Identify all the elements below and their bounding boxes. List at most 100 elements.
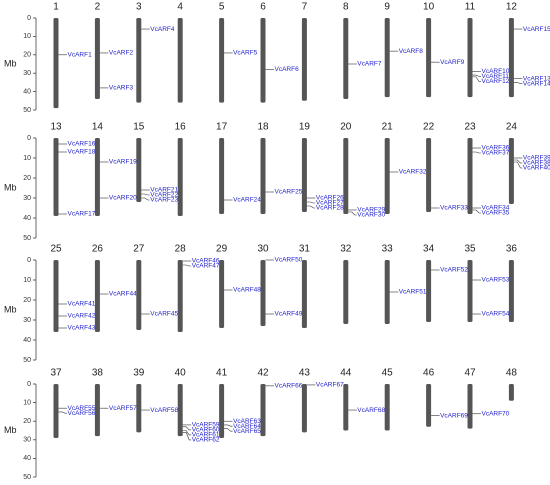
y-tick-label: 50 [23, 235, 31, 242]
chromosome [94, 18, 100, 99]
gene-marker [472, 76, 481, 82]
gene-label: VcARF54 [482, 311, 510, 318]
gene-label: VcARF34 [482, 205, 510, 212]
gene-label: VcARF44 [109, 291, 137, 298]
chromosome-label: 28 [175, 244, 187, 255]
chromosome-label: 48 [506, 368, 518, 379]
gene-label: VcARF49 [275, 311, 303, 318]
y-tick-label: 10 [23, 399, 31, 406]
gene-marker [141, 193, 150, 196]
chromosome-label: 5 [219, 2, 225, 13]
y-tick-label: 20 [23, 418, 31, 425]
gene-label: VcARF64 [233, 423, 261, 430]
gene-label: VcARF66 [275, 383, 303, 390]
y-tick-label: 40 [23, 337, 31, 344]
chromosome-label: 31 [299, 244, 311, 255]
chromosome [508, 18, 514, 98]
gene-label: VcARF29 [357, 207, 385, 214]
gene-marker [513, 82, 523, 85]
gene-label: VcARF27 [316, 200, 344, 207]
chromosome-label: 1 [53, 2, 59, 13]
chromosome-label: 41 [216, 368, 228, 379]
chromosome-label: 29 [216, 244, 228, 255]
gene-label: VcARF22 [150, 192, 178, 199]
gene-label: VcARF52 [440, 267, 468, 274]
y-tick-label: 20 [23, 297, 31, 304]
chromosome [260, 18, 266, 103]
chromosome-label: 2 [95, 2, 101, 13]
chromosome [508, 138, 514, 204]
gene-marker [513, 159, 523, 164]
y-tick-label: 10 [23, 33, 31, 40]
gene-label: VcARF40 [523, 165, 550, 172]
chromosome-label: 24 [506, 122, 518, 133]
gene-label: VcARF5 [233, 50, 258, 57]
chromosome-label: 21 [382, 122, 394, 133]
gene-label: VcARF3 [109, 85, 134, 92]
chromosome [426, 138, 432, 212]
y-axis-label: Mb [4, 425, 17, 435]
y-tick-label: 10 [23, 155, 31, 162]
chromosome-label: 6 [260, 2, 266, 13]
gene-marker [513, 161, 523, 169]
chromosome-label: 33 [382, 244, 394, 255]
gene-label: VcARF14 [523, 80, 550, 87]
gene-label: VcARF12 [482, 78, 510, 85]
y-axis-label: Mb [4, 58, 17, 68]
chromosome [53, 260, 59, 332]
gene-label: VcARF70 [482, 410, 510, 417]
gene-marker [141, 197, 150, 201]
gene-label: VcARF60 [192, 427, 220, 434]
gene-label: VcARF61 [192, 432, 220, 439]
gene-label: VcARF11 [482, 73, 510, 80]
y-tick-label: 0 [27, 381, 31, 388]
chromosome-label: 22 [423, 122, 435, 133]
gene-label: VcARF2 [109, 50, 134, 57]
y-tick-label: 0 [27, 135, 31, 142]
chromosome [177, 384, 183, 437]
gene-label: VcARF36 [482, 145, 510, 152]
y-tick-label: 0 [27, 257, 31, 264]
gene-label: VcARF46 [192, 258, 220, 265]
gene-label: VcARF18 [68, 149, 96, 156]
chromosome [260, 384, 266, 437]
gene-label: VcARF57 [109, 405, 137, 412]
chromosome [467, 260, 473, 322]
chromosome-label: 27 [133, 244, 145, 255]
gene-marker [182, 426, 192, 431]
y-tick-label: 50 [23, 474, 31, 481]
gene-label: VcARF19 [109, 159, 137, 166]
gene-label: VcARF23 [150, 197, 178, 204]
chromosome [260, 138, 266, 214]
chromosome-label: 3 [136, 2, 142, 13]
gene-label: VcARF53 [482, 277, 510, 284]
gene-label: VcARF13 [523, 75, 550, 82]
gene-label: VcARF21 [150, 187, 178, 194]
gene-marker [224, 428, 233, 432]
y-tick-label: 40 [23, 88, 31, 95]
chromosome [53, 138, 59, 216]
gene-label: VcARF67 [316, 382, 344, 389]
gene-marker [472, 209, 481, 214]
chromosome [94, 384, 100, 437]
chromosome-label: 23 [464, 122, 476, 133]
y-tick-label: 10 [23, 277, 31, 284]
y-tick-label: 50 [23, 107, 31, 114]
gene-label: VcARF37 [482, 150, 510, 157]
gene-label: VcARF68 [357, 407, 385, 414]
gene-label: VcARF43 [68, 325, 96, 332]
gene-label: VcARF56 [68, 410, 96, 417]
gene-label: VcARF17 [68, 211, 96, 218]
chromosome-label: 7 [302, 2, 308, 13]
y-tick-label: 30 [23, 195, 31, 202]
chromosome-label: 42 [257, 368, 269, 379]
y-axis-label: Mb [4, 304, 17, 314]
chromosome [136, 138, 142, 202]
gene-label: VcARF50 [275, 257, 303, 264]
chromosome-label: 39 [133, 368, 145, 379]
gene-marker [472, 74, 481, 77]
chromosome [94, 138, 100, 216]
chromosome-label: 45 [382, 368, 394, 379]
gene-label: VcARF48 [233, 287, 261, 294]
